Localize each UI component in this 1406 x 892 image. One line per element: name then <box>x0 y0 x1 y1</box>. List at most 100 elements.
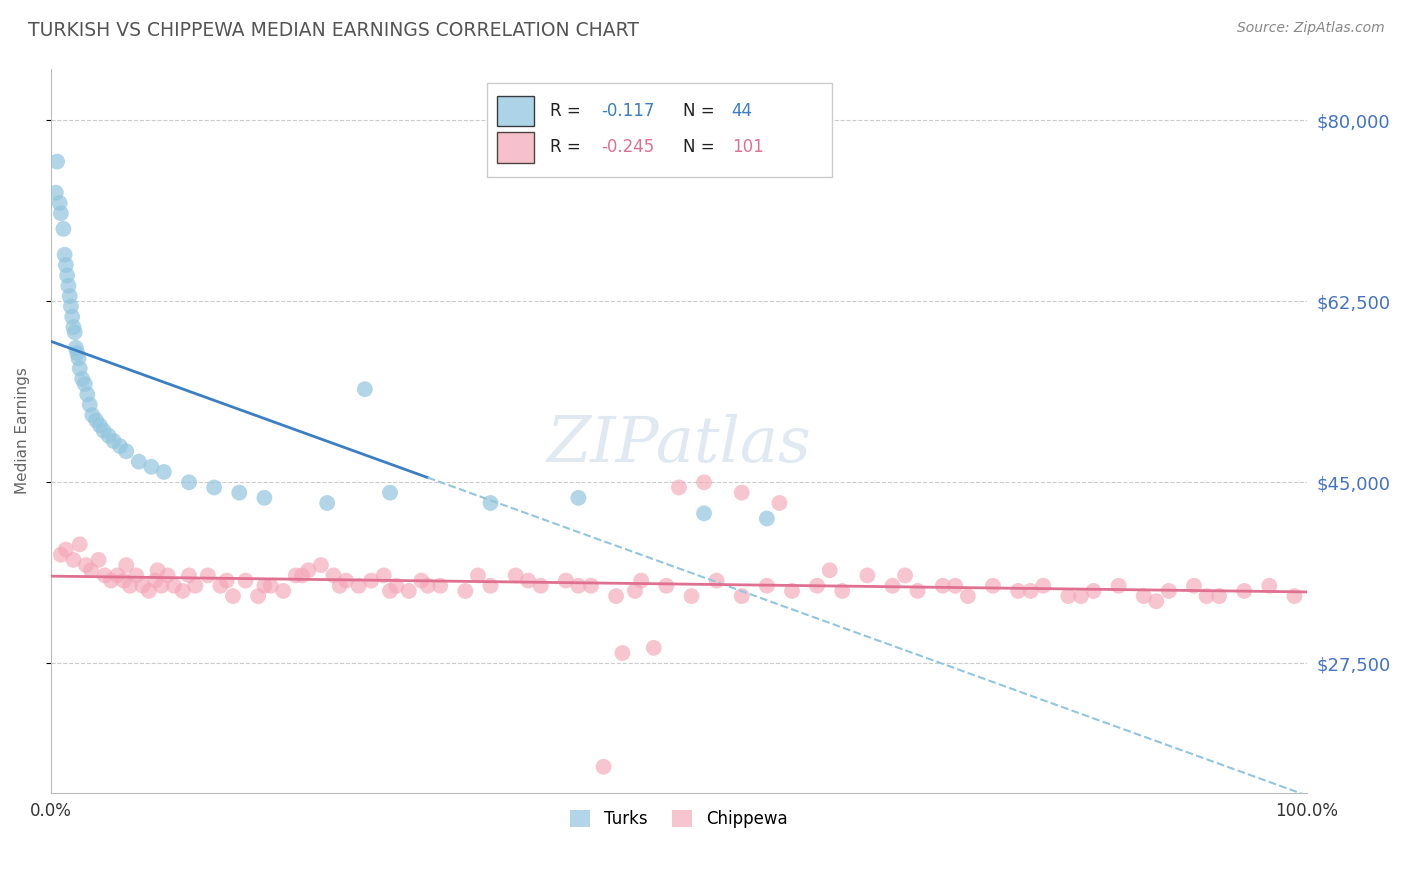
Point <box>107 568 129 582</box>
Point <box>385 579 408 593</box>
Point <box>706 574 728 588</box>
Point <box>612 646 634 660</box>
Point <box>177 568 200 582</box>
Point <box>79 398 101 412</box>
Point <box>67 351 90 366</box>
Text: -0.117: -0.117 <box>600 103 654 120</box>
Point <box>138 583 160 598</box>
Point <box>479 579 502 593</box>
Point <box>94 568 117 582</box>
Point <box>284 568 307 582</box>
Point <box>943 579 966 593</box>
Point <box>209 579 232 593</box>
Text: Source: ZipAtlas.com: Source: ZipAtlas.com <box>1237 21 1385 35</box>
Point <box>55 258 77 272</box>
Point <box>818 563 841 577</box>
Point <box>70 372 93 386</box>
Point <box>530 579 553 593</box>
Point <box>329 579 352 593</box>
Point <box>416 579 439 593</box>
Point <box>80 563 103 577</box>
Point <box>97 429 120 443</box>
Point <box>131 579 153 593</box>
Point <box>454 583 477 598</box>
Point <box>335 574 357 588</box>
Point <box>831 583 853 598</box>
Point <box>378 485 401 500</box>
Point <box>693 475 716 490</box>
Point <box>128 455 150 469</box>
Point <box>93 424 115 438</box>
Point <box>1182 579 1205 593</box>
Point <box>429 579 451 593</box>
Point <box>322 568 344 582</box>
Point <box>202 481 225 495</box>
Point <box>103 434 125 448</box>
Point <box>1057 589 1080 603</box>
Point <box>63 326 86 340</box>
Point <box>184 579 207 593</box>
Point <box>882 579 904 593</box>
Point <box>291 568 314 582</box>
Point <box>768 496 790 510</box>
Point <box>309 558 332 572</box>
Point <box>87 553 110 567</box>
Point <box>62 320 84 334</box>
Point <box>197 568 219 582</box>
Text: 101: 101 <box>731 138 763 156</box>
Point <box>693 506 716 520</box>
Point <box>780 583 803 598</box>
Point <box>163 579 186 593</box>
Point <box>115 558 138 572</box>
Point <box>156 568 179 582</box>
Point <box>347 579 370 593</box>
Point <box>655 579 678 593</box>
Point <box>411 574 433 588</box>
Point <box>253 579 276 593</box>
Point <box>731 589 754 603</box>
Point <box>624 583 647 598</box>
Point <box>731 485 754 500</box>
Point <box>378 583 401 598</box>
Point <box>1258 579 1281 593</box>
Point <box>668 481 690 495</box>
Point <box>49 548 72 562</box>
Point <box>467 568 489 582</box>
Point <box>360 574 382 588</box>
Point <box>554 574 576 588</box>
Point <box>630 574 652 588</box>
Point <box>1144 594 1167 608</box>
Point <box>981 579 1004 593</box>
Point <box>76 387 98 401</box>
Point <box>177 475 200 490</box>
Point <box>100 574 122 588</box>
Point <box>517 574 540 588</box>
Point <box>1070 589 1092 603</box>
Point <box>1284 589 1306 603</box>
Point <box>143 574 166 588</box>
Point <box>59 289 82 303</box>
FancyBboxPatch shape <box>496 132 534 162</box>
Text: -0.245: -0.245 <box>600 138 654 156</box>
Point <box>118 579 141 593</box>
Point <box>62 553 84 567</box>
Point <box>247 589 270 603</box>
Point <box>806 579 828 593</box>
Point <box>505 568 527 582</box>
Point <box>1233 583 1256 598</box>
Text: R =: R = <box>550 103 585 120</box>
Point <box>146 563 169 577</box>
Point <box>46 154 69 169</box>
Point <box>73 377 96 392</box>
Point <box>1083 583 1105 598</box>
Point <box>1195 589 1218 603</box>
Point <box>172 583 194 598</box>
Point <box>215 574 238 588</box>
Point <box>1032 579 1054 593</box>
Point <box>398 583 420 598</box>
Point <box>235 574 257 588</box>
Point <box>894 568 917 582</box>
Point <box>84 413 107 427</box>
Point <box>53 248 76 262</box>
Point <box>58 278 80 293</box>
